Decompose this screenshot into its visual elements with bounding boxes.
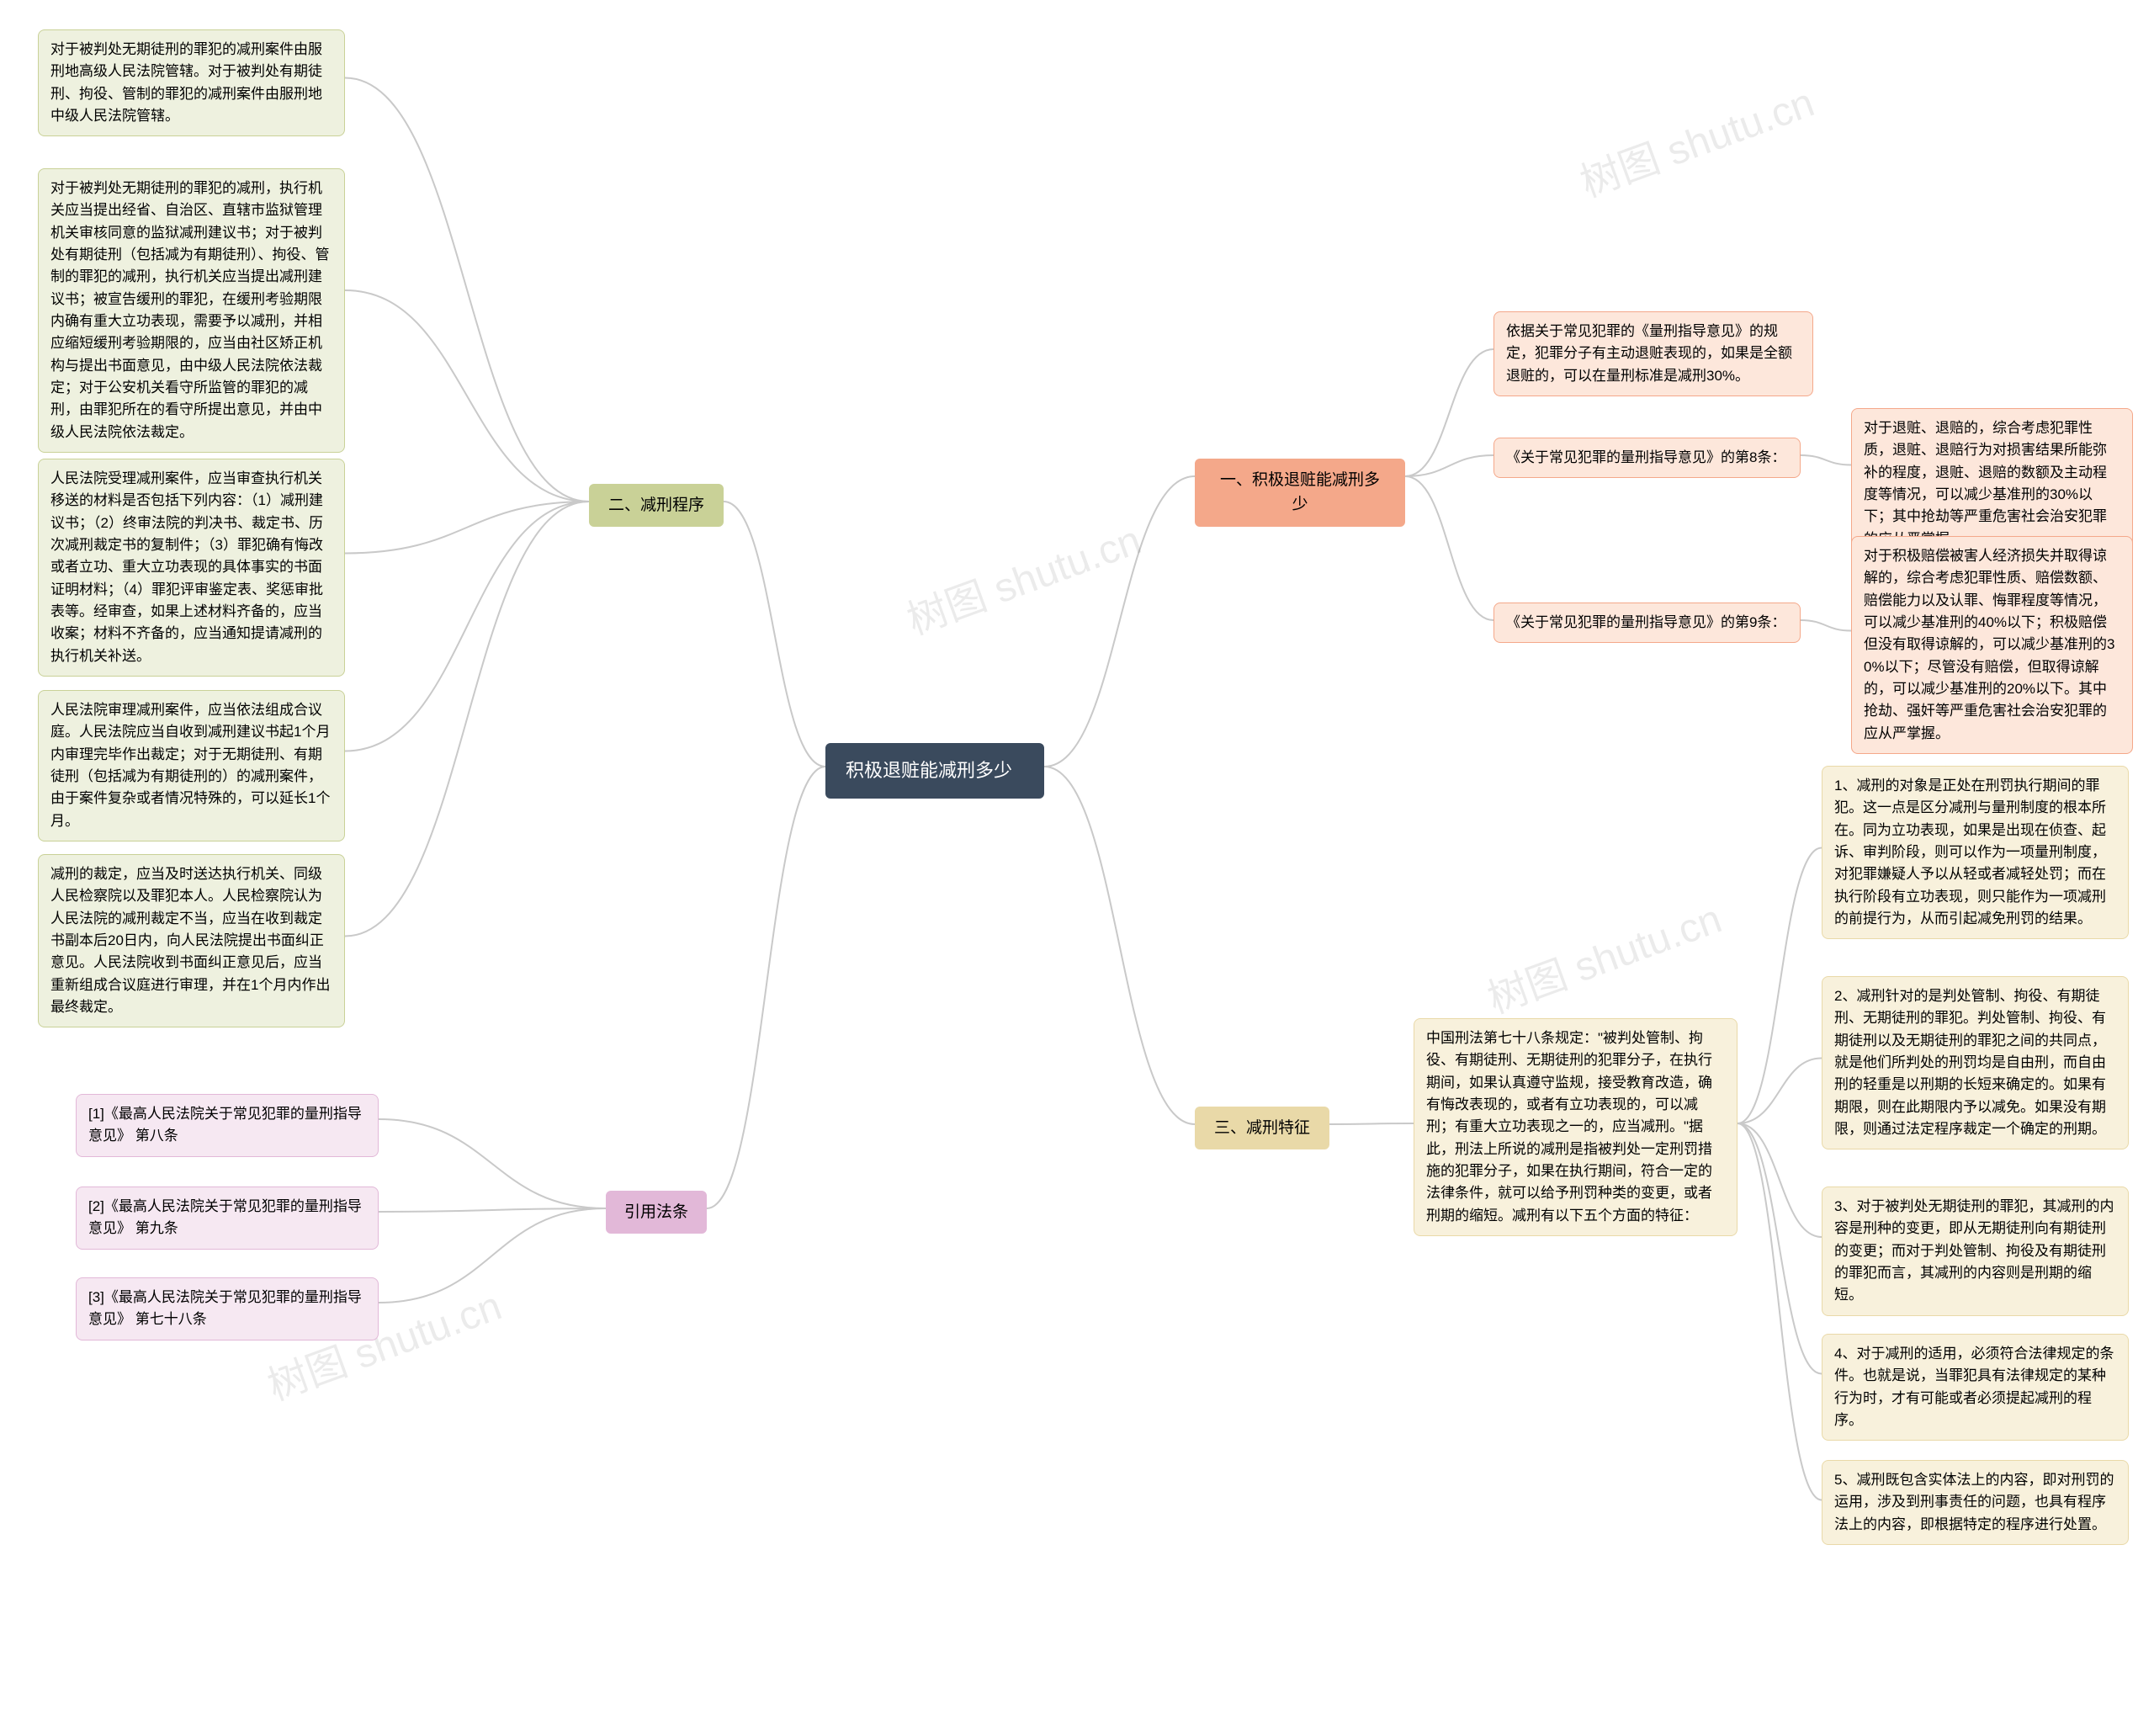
leaf-b4-2: [3]《最高人民法院关于常见犯罪的量刑指导意见》 第七十八条 (76, 1277, 379, 1340)
leaf-b3-0-1: 2、减刑针对的是判处管制、拘役、有期徒刑、无期徒刑的罪犯。判处管制、拘役、有期徒… (1822, 976, 2129, 1149)
leaf-b1-2-sub: 对于积极赔偿被害人经济损失并取得谅解的，综合考虑犯罪性质、赔偿数额、赔偿能力以及… (1851, 536, 2133, 754)
branch-b4: 引用法条 (606, 1191, 707, 1234)
leaf-b2-0: 对于被判处无期徒刑的罪犯的减刑案件由服刑地高级人民法院管辖。对于被判处有期徒刑、… (38, 29, 345, 136)
leaf-b1-0: 依据关于常见犯罪的《量刑指导意见》的规定，犯罪分子有主动退赃表现的，如果是全额退… (1493, 311, 1813, 396)
leaf-b3-0: 中国刑法第七十八条规定："被判处管制、拘役、有期徒刑、无期徒刑的犯罪分子，在执行… (1414, 1018, 1738, 1236)
leaf-b2-4: 减刑的裁定，应当及时送达执行机关、同级人民检察院以及罪犯本人。人民检察院认为人民… (38, 854, 345, 1027)
center-node: 积极退赃能减刑多少 (825, 743, 1044, 799)
leaf-b3-0-2: 3、对于被判处无期徒刑的罪犯，其减刑的内容是刑种的变更，即从无期徒刑向有期徒刑的… (1822, 1187, 2129, 1316)
leaf-b2-1: 对于被判处无期徒刑的罪犯的减刑，执行机关应当提出经省、自治区、直辖市监狱管理机关… (38, 168, 345, 453)
leaf-b2-3: 人民法院审理减刑案件，应当依法组成合议庭。人民法院应当自收到减刑建议书起1个月内… (38, 690, 345, 841)
leaf-b1-1: 《关于常见犯罪的量刑指导意见》的第8条： (1493, 438, 1801, 478)
leaf-b4-0: [1]《最高人民法院关于常见犯罪的量刑指导意见》 第八条 (76, 1094, 379, 1157)
leaf-b2-2: 人民法院受理减刑案件，应当审查执行机关移送的材料是否包括下列内容：（1）减刑建议… (38, 459, 345, 677)
branch-b1: 一、积极退赃能减刑多少 (1195, 459, 1405, 527)
leaf-b4-1: [2]《最高人民法院关于常见犯罪的量刑指导意见》 第九条 (76, 1187, 379, 1250)
branch-b2: 二、减刑程序 (589, 484, 724, 527)
watermark: 树图 shutu.cn (898, 507, 1148, 645)
leaf-b3-0-4: 5、减刑既包含实体法上的内容，即对刑罚的运用，涉及到刑事责任的问题，也具有程序法… (1822, 1460, 2129, 1545)
leaf-b3-0-0: 1、减刑的对象是正处在刑罚执行期间的罪犯。这一点是区分减刑与量刑制度的根本所在。… (1822, 766, 2129, 939)
leaf-b1-2: 《关于常见犯罪的量刑指导意见》的第9条： (1493, 603, 1801, 643)
leaf-b3-0-3: 4、对于减刑的适用，必须符合法律规定的条件。也就是说，当罪犯具有法律规定的某种行… (1822, 1334, 2129, 1441)
watermark: 树图 shutu.cn (1478, 885, 1728, 1024)
branch-b3: 三、减刑特征 (1195, 1107, 1329, 1149)
watermark: 树图 shutu.cn (1571, 69, 1821, 208)
